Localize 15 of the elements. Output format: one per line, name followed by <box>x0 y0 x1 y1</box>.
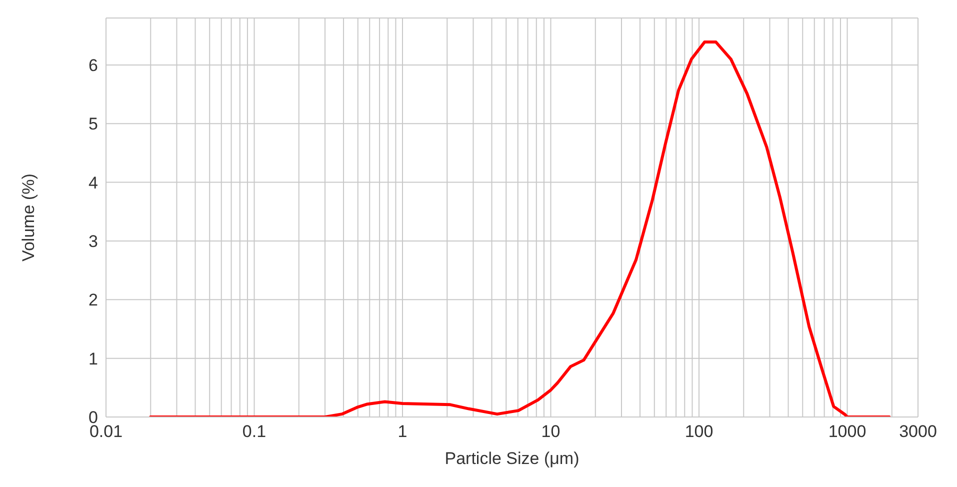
x-tick-label: 0.01 <box>89 422 123 442</box>
x-tick-label: 1000 <box>828 422 866 442</box>
x-tick-label: 3000 <box>899 422 937 442</box>
y-axis-title: Volume (%) <box>19 174 38 262</box>
y-tick-label: 5 <box>88 114 98 134</box>
y-tick-label: 4 <box>88 173 98 192</box>
y-tick-label: 1 <box>88 349 98 368</box>
x-tick-label: 100 <box>684 422 714 442</box>
y-tick-label: 2 <box>88 290 98 310</box>
x-tick-label: 10 <box>541 422 560 442</box>
y-tick-label: 3 <box>88 232 98 252</box>
x-tick-label: 0.1 <box>242 422 266 442</box>
x-tick-label: 1 <box>398 422 408 442</box>
x-axis-title: Particle Size (μm) <box>444 449 580 468</box>
y-tick-label: 6 <box>88 56 98 75</box>
